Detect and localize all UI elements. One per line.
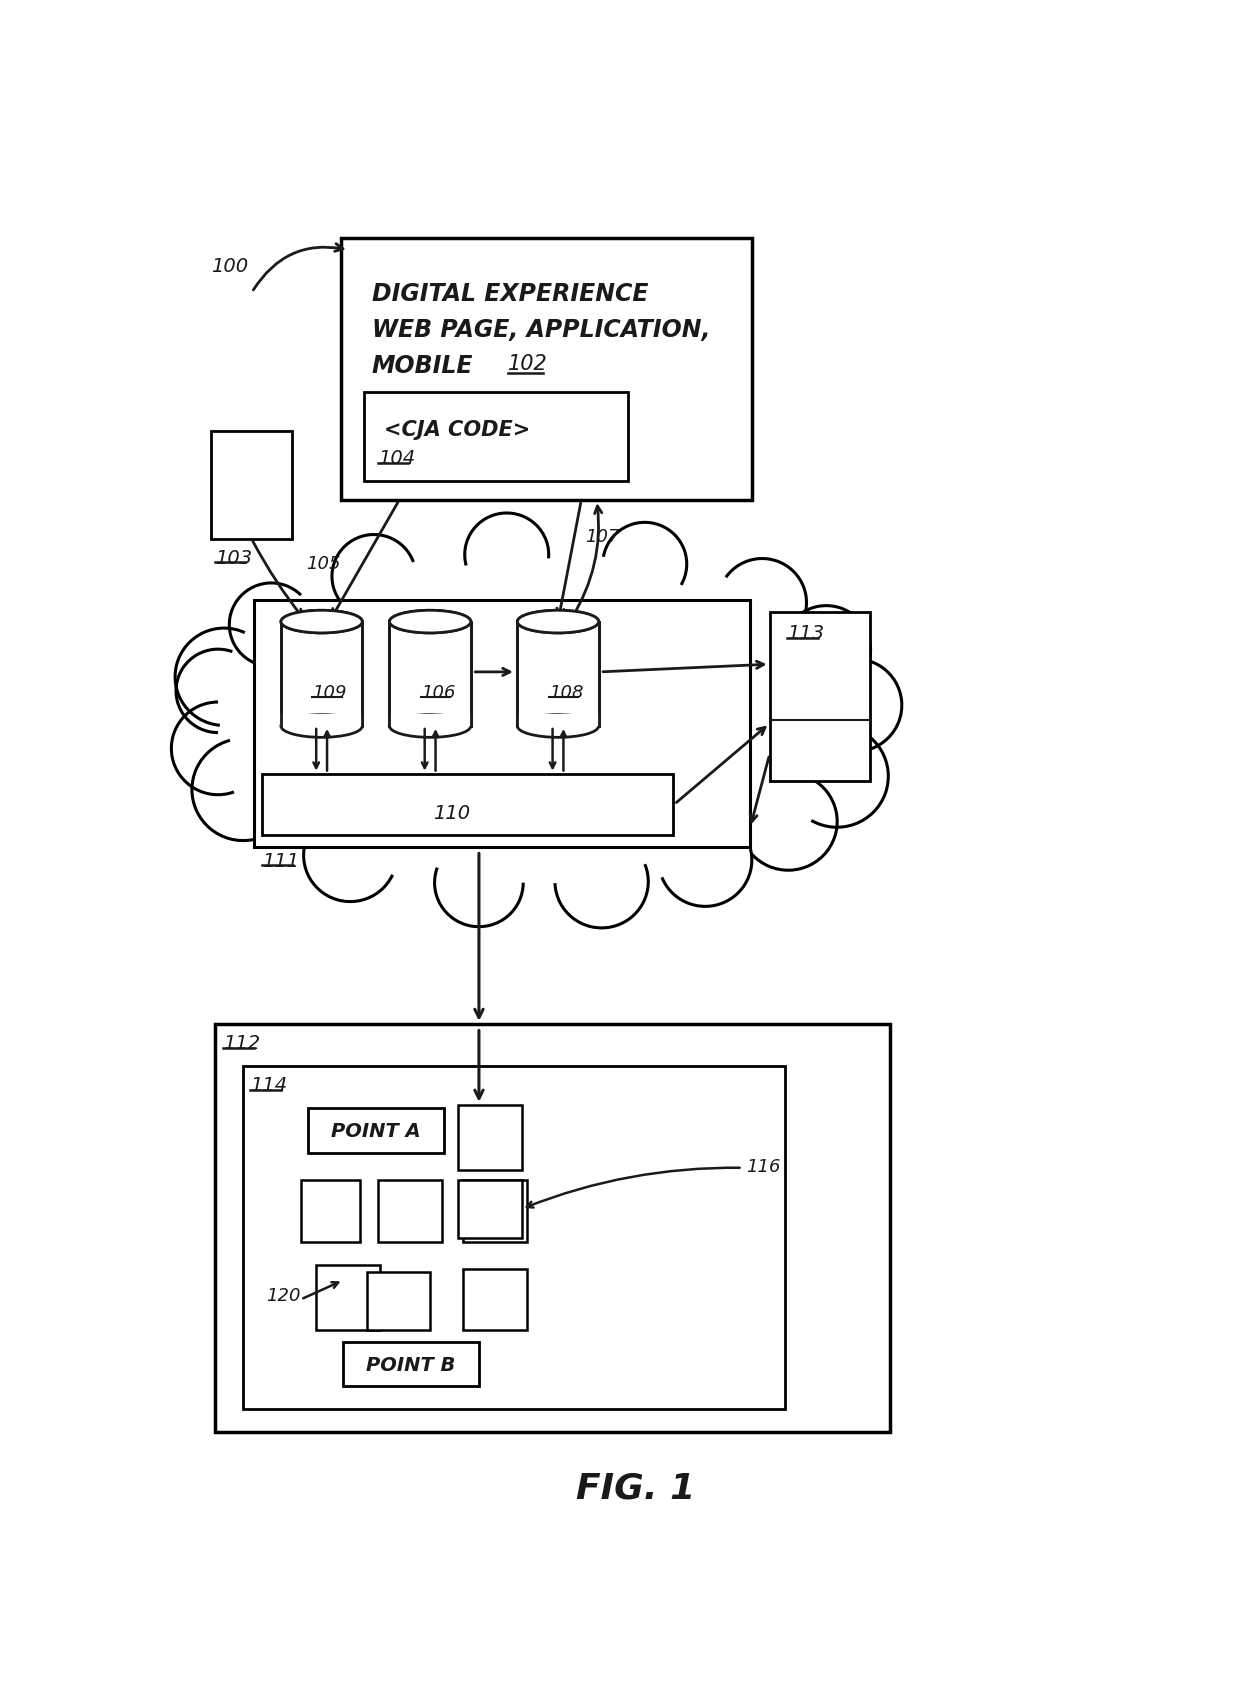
Bar: [367, 1272, 430, 1330]
Ellipse shape: [281, 610, 362, 634]
Text: 102: 102: [507, 355, 547, 373]
Bar: [341, 239, 751, 501]
Text: POINT A: POINT A: [331, 1122, 422, 1141]
Text: WEB PAGE, APPLICATION,: WEB PAGE, APPLICATION,: [372, 317, 711, 341]
Bar: [216, 1025, 890, 1432]
Ellipse shape: [517, 610, 599, 634]
Ellipse shape: [281, 716, 362, 738]
Bar: [517, 622, 599, 726]
Bar: [316, 1265, 379, 1330]
Bar: [211, 431, 293, 539]
Bar: [301, 1180, 361, 1241]
Text: 114: 114: [250, 1076, 288, 1095]
Bar: [464, 1269, 527, 1330]
Text: 116: 116: [746, 1158, 781, 1175]
Text: 113: 113: [786, 624, 823, 643]
Ellipse shape: [517, 610, 599, 634]
Text: 111: 111: [262, 851, 299, 870]
Bar: [281, 622, 362, 726]
Bar: [343, 1342, 479, 1386]
Text: DIGITAL EXPERIENCE: DIGITAL EXPERIENCE: [372, 281, 649, 305]
Bar: [254, 600, 750, 847]
Text: 109: 109: [312, 684, 347, 702]
Bar: [378, 1180, 441, 1241]
Bar: [365, 394, 627, 481]
Bar: [243, 1067, 785, 1408]
Bar: [389, 622, 471, 726]
Text: 100: 100: [211, 257, 248, 276]
Ellipse shape: [389, 610, 471, 634]
Bar: [262, 774, 672, 835]
Ellipse shape: [389, 610, 471, 634]
Text: 105: 105: [306, 554, 341, 573]
Bar: [517, 714, 599, 726]
Ellipse shape: [389, 716, 471, 738]
Text: <CJA CODE>: <CJA CODE>: [383, 419, 529, 440]
Bar: [458, 1105, 522, 1170]
Bar: [770, 612, 870, 783]
Bar: [458, 1180, 522, 1238]
Text: 120: 120: [265, 1287, 300, 1304]
Text: 104: 104: [378, 448, 415, 467]
Ellipse shape: [281, 610, 362, 634]
Text: 106: 106: [420, 684, 455, 702]
Text: 112: 112: [223, 1033, 260, 1052]
Text: 107: 107: [585, 529, 620, 546]
Bar: [280, 714, 363, 726]
Text: 108: 108: [549, 684, 583, 702]
Text: 103: 103: [215, 549, 252, 568]
Text: FIG. 1: FIG. 1: [575, 1470, 696, 1504]
Bar: [464, 1180, 527, 1241]
Text: POINT B: POINT B: [367, 1355, 456, 1374]
Bar: [388, 714, 471, 726]
Text: 110: 110: [433, 803, 470, 822]
Ellipse shape: [517, 716, 599, 738]
Text: MOBILE: MOBILE: [372, 355, 474, 379]
Bar: [309, 1108, 444, 1154]
